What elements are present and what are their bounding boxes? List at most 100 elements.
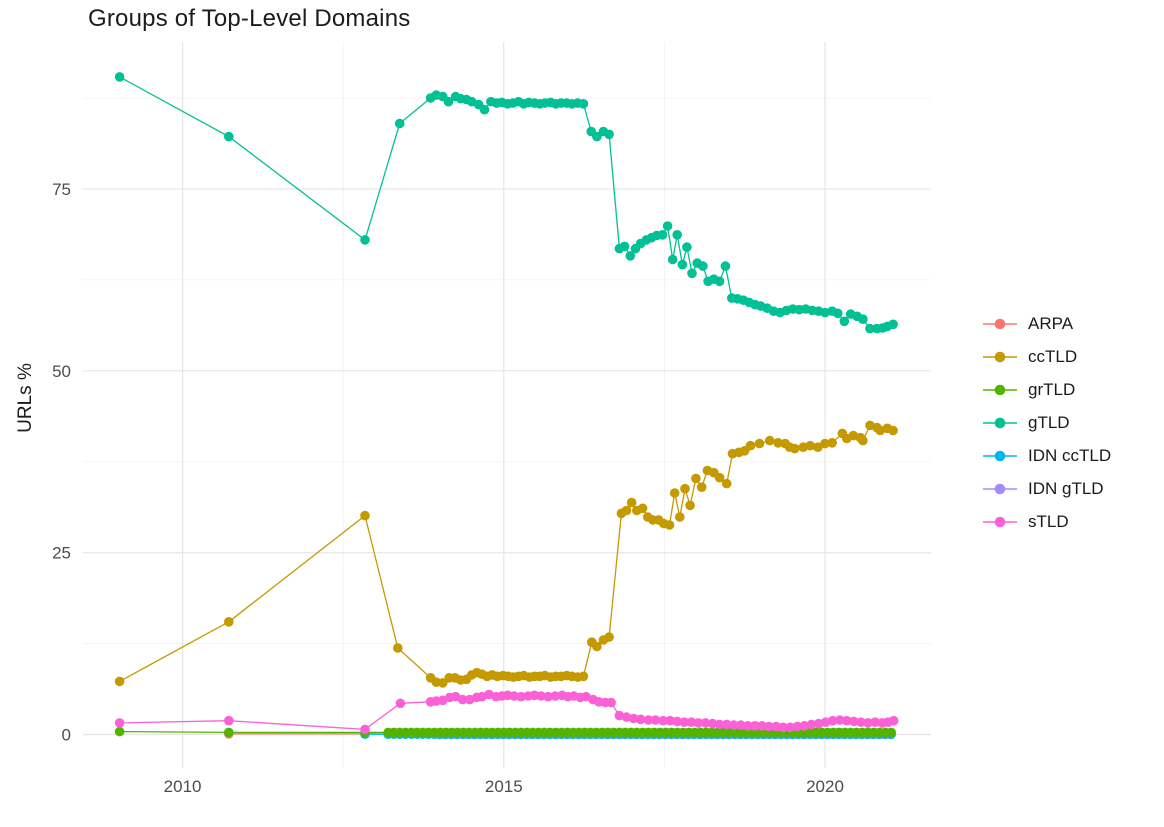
data-point-gtld	[667, 254, 678, 265]
data-point-stld	[536, 691, 546, 701]
data-point-cctld	[669, 488, 680, 498]
data-point-gtld	[578, 99, 589, 109]
data-point-stld	[686, 717, 697, 727]
data-point-cctld	[114, 676, 125, 687]
legend-label: IDN gTLD	[1028, 479, 1104, 498]
y-tick-label: 50	[52, 362, 71, 381]
data-point-stld	[635, 714, 646, 725]
data-point-gtld	[858, 314, 868, 325]
data-point-cctld	[773, 438, 783, 448]
data-point-gtld	[698, 261, 708, 271]
data-point-gtld	[687, 268, 697, 279]
data-point-stld	[778, 722, 788, 733]
data-point-stld	[764, 721, 774, 732]
data-point-gtld	[833, 308, 843, 319]
data-point-stld	[224, 715, 234, 726]
y-tick-label: 0	[62, 725, 71, 744]
series-grtld	[114, 726, 896, 738]
data-point-cctld	[754, 438, 765, 449]
data-point-cctld	[691, 473, 701, 484]
data-point-gtld	[820, 307, 830, 318]
data-point-cctld	[790, 443, 800, 454]
data-point-gtld	[682, 242, 692, 252]
data-point-stld	[114, 718, 125, 728]
data-point-stld	[856, 717, 866, 727]
data-point-cctld	[637, 503, 648, 514]
data-point-gtld	[839, 316, 850, 327]
data-point-stld	[628, 713, 639, 724]
data-point-cctld	[224, 617, 234, 627]
data-point-stld	[509, 691, 519, 701]
data-point-cctld	[578, 671, 589, 682]
data-point-stld	[457, 694, 468, 705]
data-point-gtld	[114, 72, 125, 82]
chart-title: Groups of Top-Level Domains	[88, 5, 411, 32]
data-point-stld	[606, 697, 616, 708]
legend-key-stld-icon	[983, 516, 1017, 528]
series-line-gtld	[119, 76, 894, 330]
data-point-stld	[785, 722, 796, 733]
data-point-stld	[806, 719, 817, 730]
legend: ARPA ccTLD grTLD gTLD IDN ccTLD IDN gTLD sTLD	[982, 313, 1111, 544]
x-tick-label: 2020	[806, 777, 844, 796]
legend-key-cctld-icon	[983, 351, 1017, 363]
data-point-stld	[714, 719, 725, 730]
x-tick-label: 2010	[164, 777, 202, 796]
data-point-stld	[736, 720, 746, 730]
data-point-cctld	[621, 505, 632, 516]
data-point-gtld	[677, 259, 688, 270]
legend-key-grtld-icon	[983, 384, 1017, 396]
data-point-stld	[792, 721, 803, 732]
legend-key-arpa-icon	[983, 318, 1017, 330]
y-axis-title: URLs %	[15, 363, 36, 433]
data-point-stld	[516, 691, 526, 702]
data-point-cctld	[888, 425, 898, 436]
legend-label: ccTLD	[1028, 347, 1078, 366]
data-point-cctld	[360, 510, 370, 521]
data-point-cctld	[813, 442, 823, 453]
data-point-gtld	[360, 235, 370, 245]
data-point-stld	[665, 715, 675, 726]
data-point-stld	[395, 698, 406, 709]
legend-label: gTLD	[1028, 413, 1070, 432]
legend-label: ARPA	[1028, 314, 1074, 333]
data-point-cctld	[827, 438, 837, 448]
data-point-cctld	[664, 520, 675, 530]
data-point-gtld	[619, 241, 630, 252]
legend-key-idn-cctld-icon	[983, 450, 1017, 462]
data-point-stld	[721, 719, 732, 730]
data-point-stld	[658, 715, 668, 726]
data-point-gtld	[672, 230, 682, 240]
data-point-cctld	[721, 478, 732, 489]
data-point-stld	[842, 715, 852, 726]
data-point-gtld	[394, 118, 405, 129]
data-point-cctld	[805, 440, 815, 451]
series-line-cctld	[119, 424, 894, 684]
series-stld	[114, 689, 899, 735]
data-point-gtld	[888, 319, 898, 330]
data-point-stld	[707, 718, 718, 729]
data-point-stld	[621, 712, 632, 722]
legend-item-idn-gtld: IDN gTLD	[982, 478, 1111, 500]
data-point-stld	[550, 691, 560, 701]
data-point-gtld	[479, 104, 490, 115]
data-point-stld	[750, 721, 760, 731]
data-point-stld	[757, 721, 767, 731]
data-point-stld	[799, 721, 810, 731]
data-point-cctld	[765, 435, 775, 446]
data-point-gtld	[625, 251, 636, 261]
data-point-gtld	[604, 129, 614, 140]
data-point-stld	[888, 715, 899, 726]
data-point-cctld	[858, 435, 868, 446]
data-point-stld	[693, 718, 704, 728]
data-point-gtld	[657, 230, 668, 240]
data-point-stld	[870, 717, 880, 727]
data-point-gtld	[443, 96, 454, 107]
legend-label: sTLD	[1028, 512, 1069, 531]
data-point-stld	[771, 721, 781, 732]
data-point-cctld	[626, 497, 637, 508]
legend-key-gtld-icon	[983, 417, 1017, 429]
data-point-cctld	[604, 632, 614, 642]
